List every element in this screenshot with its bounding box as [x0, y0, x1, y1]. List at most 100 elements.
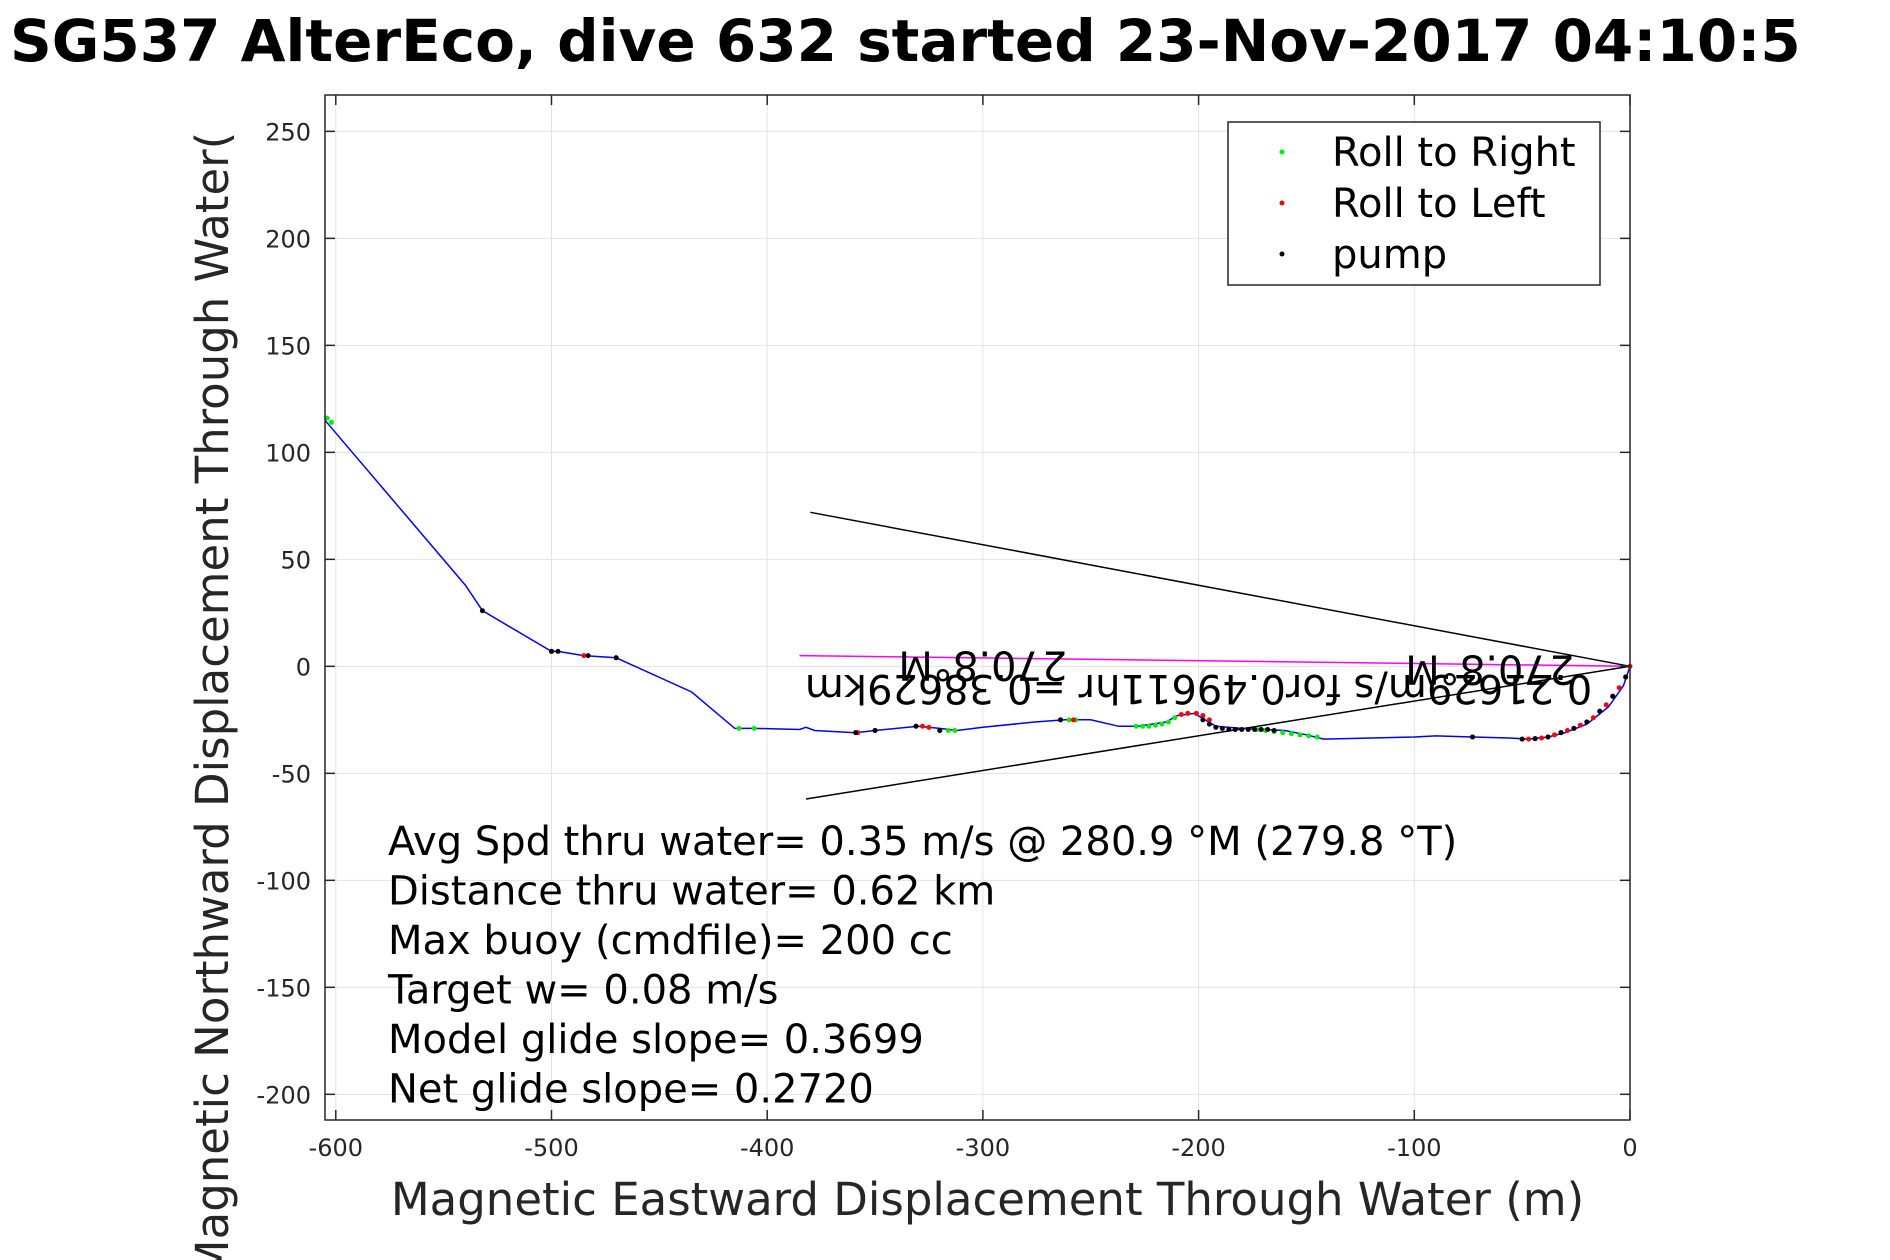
pump-point	[1058, 717, 1064, 723]
pump-point	[1200, 717, 1206, 723]
legend-marker	[1279, 200, 1285, 206]
pump-point	[548, 648, 554, 654]
roll-right-point	[1288, 731, 1294, 737]
x-tick-label: -400	[740, 1134, 794, 1162]
pump-point	[1239, 726, 1245, 732]
pump-point	[1245, 726, 1251, 732]
roll-left-point	[1070, 717, 1076, 723]
roll-right-point	[1152, 722, 1158, 728]
roll-left-point	[1577, 722, 1583, 728]
pump-point	[1597, 708, 1603, 714]
x-tick-label: 0	[1622, 1134, 1637, 1162]
legend-marker	[1279, 251, 1285, 257]
roll-left-point	[919, 723, 925, 729]
heading-annotation: 270.8°M	[1405, 646, 1574, 692]
roll-left-point	[1185, 710, 1191, 716]
legend-box	[1227, 121, 1601, 286]
roll-right-point	[1165, 719, 1171, 725]
roll-left-point	[1616, 685, 1622, 691]
roll-right-point	[945, 728, 951, 734]
pump-point	[1558, 730, 1564, 736]
roll-right-point	[1146, 723, 1152, 729]
axes-frame	[324, 94, 1631, 1121]
legend-label: pump	[1332, 232, 1447, 278]
pump-point	[1532, 736, 1538, 742]
x-tick-label: -200	[1171, 1134, 1225, 1162]
roll-left-point	[1590, 715, 1596, 721]
pump-point	[1206, 721, 1212, 727]
heading-annotation: 270.8°M	[898, 641, 1067, 687]
pump-point	[1519, 736, 1525, 742]
chart-title: SG537 AlterEco, dive 632 started 23-Nov-…	[10, 7, 1801, 75]
y-tick-label: 200	[265, 225, 311, 253]
roll-left-point	[1603, 702, 1609, 708]
pump-point	[1219, 725, 1225, 731]
pump-point	[1258, 726, 1264, 732]
pump-point	[1271, 728, 1277, 734]
pump-point	[1265, 726, 1271, 732]
roll-left-point	[1193, 710, 1199, 716]
roll-right-point	[751, 725, 757, 731]
roll-left-point	[1552, 732, 1558, 738]
x-tick-label: -300	[956, 1134, 1010, 1162]
pump-point	[853, 730, 859, 736]
legend-marker	[1279, 149, 1285, 155]
roll-left-point	[1539, 735, 1545, 741]
y-tick-label: 250	[265, 118, 311, 146]
y-tick-label: -100	[257, 867, 311, 895]
flipped-annotations: 270.8°M 270.8°M0.21629m/s for0.49611hr =0…	[805, 641, 1592, 711]
roll-right-point	[1140, 723, 1146, 729]
pump-point	[913, 723, 919, 729]
pump-point	[1252, 726, 1258, 732]
roll-left-point	[1564, 728, 1570, 734]
roll-right-point	[1297, 732, 1303, 738]
roll-right-point	[1314, 734, 1320, 740]
heading-line	[799, 654, 1631, 668]
heading-line	[805, 665, 1631, 800]
pump-point	[1226, 726, 1232, 732]
roll-right-point	[736, 725, 742, 731]
stats-line: Net glide slope= 0.2720	[388, 1067, 874, 1113]
pump-point	[1623, 674, 1629, 680]
roll-right-point	[1066, 717, 1072, 723]
heading-annotation: 0.21629m/s for0.49611hr =0.38629km	[805, 665, 1592, 711]
plot-points	[324, 415, 1633, 742]
pump-point	[555, 648, 561, 654]
roll-right-point	[324, 415, 330, 421]
y-tick-label: 50	[280, 546, 311, 574]
heading-line	[810, 511, 1631, 668]
stats-line: Distance thru water= 0.62 km	[388, 869, 995, 915]
stats-line: Target w= 0.08 m/s	[387, 968, 778, 1014]
stats-line: Avg Spd thru water= 0.35 m/s @ 280.9 °M …	[388, 819, 1457, 865]
x-axis-label: Magnetic Eastward Displacement Through W…	[391, 1173, 1584, 1226]
pump-point	[1584, 719, 1590, 725]
roll-left-point	[581, 653, 587, 659]
roll-left-point	[1526, 736, 1532, 742]
legend-label: Roll to Left	[1332, 181, 1546, 227]
roll-right-point	[1280, 730, 1286, 736]
y-tick-label: 0	[296, 653, 311, 681]
roll-left-point	[1178, 711, 1184, 717]
roll-left-point	[1206, 717, 1212, 723]
roll-right-point	[1172, 715, 1178, 721]
legend-label: Roll to Right	[1332, 130, 1576, 176]
legend: Roll to Right Roll to Left pump	[1227, 121, 1601, 286]
axis-ticks: -600 -500 -400 -300 -200 -100 0250200150100500…	[257, 95, 1638, 1162]
pump-point	[585, 653, 591, 659]
pump-point	[1213, 724, 1219, 730]
roll-right-point	[1133, 723, 1139, 729]
roll-right-point	[1159, 721, 1165, 727]
stats-text-block: Avg Spd thru water= 0.35 m/s @ 280.9 °M …	[387, 819, 1457, 1113]
roll-left-point	[926, 724, 932, 730]
y-tick-label: 150	[265, 332, 311, 360]
pump-point	[1610, 693, 1616, 699]
y-axis-label: Magnetic Northward Displacement Through …	[186, 132, 239, 1260]
pump-point	[613, 655, 619, 661]
y-tick-label: 100	[265, 439, 311, 467]
roll-right-point	[952, 728, 958, 734]
pump-point	[937, 728, 943, 734]
y-tick-label: -200	[257, 1081, 311, 1109]
x-tick-label: -500	[524, 1134, 578, 1162]
stats-line: Max buoy (cmdfile)= 200 cc	[388, 918, 953, 964]
